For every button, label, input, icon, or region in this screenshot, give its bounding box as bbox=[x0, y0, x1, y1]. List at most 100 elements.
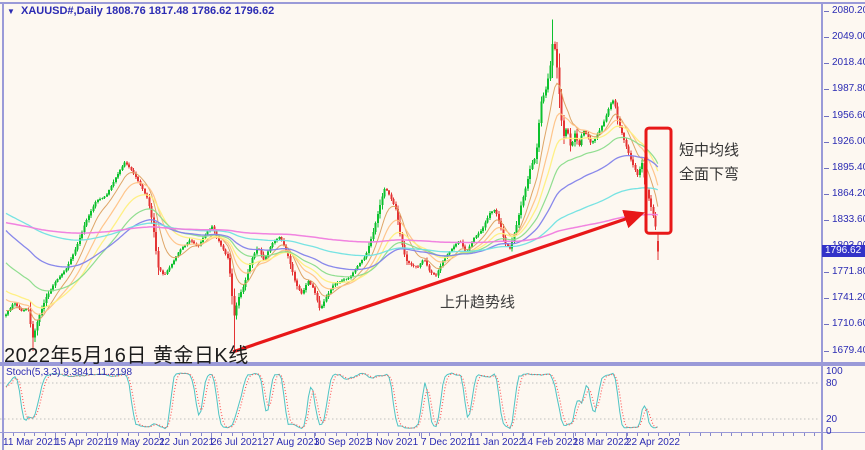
stochastic-panel-canvas[interactable] bbox=[0, 366, 822, 432]
panel-separator[interactable] bbox=[0, 362, 865, 366]
date-minor-tick bbox=[13, 433, 15, 436]
trendline-annotation[interactable]: 上升趋势线 bbox=[440, 294, 516, 311]
date-label: 19 May 2021 bbox=[107, 437, 165, 448]
main-chart-canvas[interactable] bbox=[0, 0, 822, 362]
date-minor-tick bbox=[315, 433, 316, 436]
date-minor-tick bbox=[751, 433, 753, 436]
date-minor-tick bbox=[606, 433, 608, 436]
date-minor-tick bbox=[346, 433, 348, 436]
date-minor-tick bbox=[772, 433, 774, 436]
date-minor-tick bbox=[783, 433, 784, 436]
ma-blue bbox=[5, 154, 659, 271]
date-label: 7 Dec 2021 bbox=[421, 437, 473, 448]
date-major-tick bbox=[211, 433, 212, 438]
date-minor-tick bbox=[23, 433, 25, 436]
price-tick-label: 1864.20 bbox=[823, 188, 865, 199]
price-axis: 2080.20 2049.00 2018.40 1987.80 1956.60 1926.… bbox=[822, 0, 865, 362]
date-minor-tick bbox=[512, 433, 514, 436]
ma-note-annotation[interactable]: 短中均线 全面下弯 bbox=[679, 139, 739, 187]
date-label: 26 Jul 2021 bbox=[211, 437, 263, 448]
date-minor-tick bbox=[398, 433, 400, 436]
date-minor-tick bbox=[200, 433, 202, 436]
price-tick-label: 1710.60 bbox=[823, 318, 865, 329]
stoch-scale-label: 0 bbox=[826, 426, 832, 437]
date-major-tick bbox=[107, 433, 108, 438]
symbol-header: ▼ XAUUSD#,Daily 1808.76 1817.48 1786.62 … bbox=[7, 5, 274, 17]
date-minor-tick bbox=[75, 433, 77, 436]
date-minor-tick bbox=[554, 433, 556, 436]
price-tick-label: 1987.80 bbox=[823, 83, 865, 94]
date-minor-tick bbox=[252, 433, 254, 436]
ma-note-line2: 全面下弯 bbox=[679, 166, 740, 183]
date-minor-tick bbox=[481, 433, 483, 436]
date-minor-tick bbox=[689, 433, 691, 436]
date-minor-tick bbox=[179, 433, 181, 436]
date-label: 22 Apr 2022 bbox=[626, 437, 680, 448]
date-minor-tick bbox=[86, 433, 88, 436]
date-minor-tick bbox=[138, 433, 140, 436]
date-caption: 2022年5月16日 黄金日K线 bbox=[4, 345, 249, 367]
date-minor-tick bbox=[190, 433, 192, 436]
stoch-d-line bbox=[5, 372, 658, 429]
date-minor-tick bbox=[658, 433, 660, 436]
date-minor-tick bbox=[595, 433, 597, 436]
date-minor-tick bbox=[335, 433, 337, 436]
uptrend-line[interactable] bbox=[232, 209, 645, 354]
price-tick-label: 1833.60 bbox=[823, 214, 865, 225]
price-tick-label: 2080.20 bbox=[823, 5, 865, 16]
date-minor-tick bbox=[429, 433, 431, 436]
date-minor-tick bbox=[679, 433, 680, 436]
date-label: 11 Mar 2021 bbox=[3, 437, 59, 448]
current-price-tag: 1796.62 bbox=[822, 245, 865, 258]
date-major-tick bbox=[573, 433, 574, 438]
date-minor-tick bbox=[616, 433, 618, 436]
stoch-level-lines bbox=[0, 382, 820, 420]
left-border bbox=[2, 2, 4, 450]
date-major-tick bbox=[522, 433, 523, 438]
date-minor-tick bbox=[419, 433, 420, 436]
date-minor-tick bbox=[543, 433, 545, 436]
symbol-name: XAUUSD#,Daily bbox=[20, 5, 103, 17]
date-minor-tick bbox=[731, 433, 732, 436]
date-label: 14 Feb 2022 bbox=[522, 437, 579, 448]
date-minor-tick bbox=[803, 433, 805, 436]
ma-note-line1: 短中均线 bbox=[679, 142, 740, 159]
date-minor-tick bbox=[283, 433, 285, 436]
date-minor-tick bbox=[460, 433, 462, 436]
price-tick-label: 1741.20 bbox=[823, 292, 865, 303]
price-tick-label: 2018.40 bbox=[823, 57, 865, 68]
date-minor-tick bbox=[169, 433, 171, 436]
date-minor-tick bbox=[65, 433, 67, 436]
date-minor-tick bbox=[741, 433, 743, 436]
date-major-tick bbox=[421, 433, 422, 438]
date-minor-tick bbox=[408, 433, 410, 436]
date-minor-tick bbox=[231, 433, 233, 436]
date-axis: 11 Mar 2021 15 Apr 2021 19 May 2021 22 Jun … bbox=[0, 433, 822, 450]
ma-bend-highlight-rectangle[interactable] bbox=[644, 126, 673, 235]
date-label: 27 Aug 2021 bbox=[263, 437, 320, 448]
price-tick-label: 1895.40 bbox=[823, 162, 865, 173]
candlesticks bbox=[5, 19, 659, 352]
stoch-scale-label: 20 bbox=[826, 414, 838, 425]
date-minor-tick bbox=[564, 433, 566, 436]
date-minor-tick bbox=[356, 433, 358, 436]
price-tick-label: 1926.00 bbox=[823, 136, 865, 147]
date-minor-tick bbox=[377, 433, 379, 436]
date-minor-tick bbox=[117, 433, 119, 436]
date-label: 15 Apr 2021 bbox=[55, 437, 109, 448]
stoch-indicator-label: Stoch(5,3,3) 9.3841 11.2198 bbox=[6, 367, 133, 378]
date-minor-tick bbox=[273, 433, 275, 436]
date-minor-tick bbox=[720, 433, 722, 436]
date-label: 3 Nov 2021 bbox=[367, 437, 419, 448]
date-minor-tick bbox=[96, 433, 98, 436]
date-minor-tick bbox=[34, 433, 36, 436]
date-major-tick bbox=[3, 433, 4, 438]
date-minor-tick bbox=[585, 433, 587, 436]
date-minor-tick bbox=[533, 433, 535, 436]
dropdown-icon[interactable]: ▼ bbox=[7, 7, 15, 16]
price-tick-label: 1771.80 bbox=[823, 266, 865, 277]
ma-magenta bbox=[5, 213, 658, 244]
moving-average-lines bbox=[5, 82, 659, 321]
date-minor-tick bbox=[699, 433, 701, 436]
